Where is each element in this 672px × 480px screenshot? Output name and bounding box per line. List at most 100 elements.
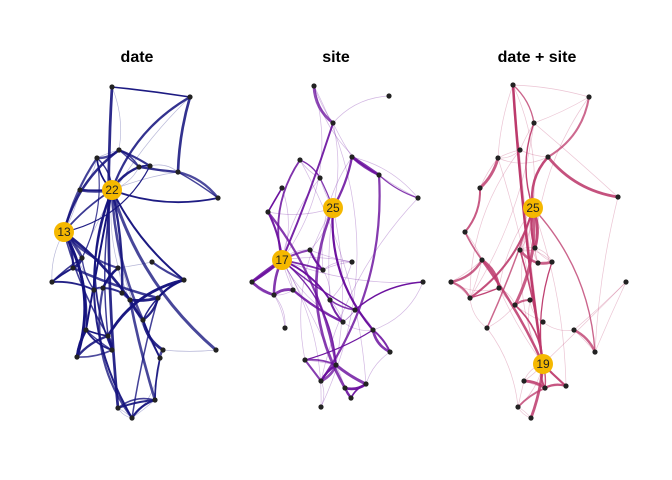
network-edge: [449, 258, 484, 284]
network-edge: [450, 259, 483, 283]
network-node: [115, 265, 121, 271]
network-node: [586, 94, 592, 100]
network-node: [545, 154, 551, 160]
network-node: [100, 285, 106, 291]
hubs-date-plus-site: 25 19: [523, 198, 553, 374]
network-edge: [281, 259, 424, 284]
network-edge: [62, 156, 99, 234]
network-node: [528, 415, 534, 421]
network-edge: [331, 206, 375, 332]
network-edge: [351, 156, 419, 199]
network-edge: [480, 258, 501, 290]
network-node: [370, 327, 376, 333]
network-edge: [313, 85, 380, 176]
network-node: [119, 290, 125, 296]
network-edge: [142, 319, 161, 359]
network-edge: [463, 186, 482, 234]
network-node: [540, 319, 546, 325]
hub-label-25: 25: [526, 201, 540, 215]
network-edge: [150, 260, 186, 282]
network-edge: [594, 281, 627, 353]
network-edge: [273, 294, 286, 329]
network-edge: [63, 165, 151, 233]
network-edge: [532, 207, 567, 387]
network-edge: [291, 288, 345, 324]
network-node: [157, 355, 163, 361]
network-node: [496, 285, 502, 291]
nodes-site: [249, 83, 426, 410]
network-node: [215, 195, 221, 201]
network-edge: [486, 327, 519, 408]
nodes-date: [49, 84, 221, 421]
network-edge: [111, 86, 191, 98]
network-node: [623, 279, 629, 285]
network-edge: [480, 258, 545, 366]
network-node: [477, 185, 483, 191]
network-edge: [350, 155, 381, 177]
network-edge: [176, 170, 220, 200]
network-edge: [266, 210, 338, 367]
network-node: [297, 157, 303, 163]
network-node: [349, 154, 355, 160]
hub-node-13: [54, 222, 74, 242]
network-edge: [111, 86, 122, 151]
network-edge: [543, 383, 568, 390]
network-node: [531, 120, 537, 126]
network-edge: [512, 84, 521, 151]
network-edge: [322, 269, 331, 301]
hub-label-17: 17: [275, 253, 289, 267]
network-edge: [546, 95, 591, 159]
network-node: [265, 209, 271, 215]
network-edge: [542, 321, 575, 331]
network-edge: [300, 207, 334, 361]
network-node: [109, 347, 115, 353]
network-edge: [469, 297, 488, 329]
network-node: [340, 319, 346, 325]
network-edge: [372, 281, 424, 331]
panel-title-date-plus-site: date + site: [498, 49, 577, 66]
network-node: [512, 302, 518, 308]
network-node: [484, 325, 490, 331]
network-edge: [71, 266, 160, 300]
network-edge: [450, 281, 500, 292]
network-edge: [101, 286, 124, 295]
network-node: [549, 259, 555, 265]
network-edge: [75, 334, 110, 359]
network-edge: [281, 122, 334, 261]
network-edge: [572, 328, 597, 354]
network-edge: [546, 155, 620, 199]
hub-label-25-site: 25: [326, 201, 340, 215]
network-edge: [514, 304, 544, 323]
network-node: [187, 94, 193, 100]
hub-label-13: 13: [57, 225, 71, 239]
hub-node-25-site: [323, 198, 343, 218]
network-node: [467, 295, 473, 301]
network-edge: [486, 304, 516, 329]
network-edge: [343, 382, 368, 391]
network-edge: [539, 261, 553, 365]
network-edge: [517, 387, 546, 408]
network-node: [571, 327, 577, 333]
network-edge: [478, 156, 500, 190]
network-node: [386, 93, 392, 99]
network-edge: [51, 267, 74, 283]
network-node: [317, 175, 323, 181]
panel-date: date 13 22: [49, 49, 221, 421]
network-edge: [479, 157, 499, 189]
network-node: [517, 147, 523, 153]
network-node: [320, 267, 326, 273]
network-edge: [512, 84, 535, 209]
network-edge: [519, 149, 549, 158]
network-edge: [106, 278, 186, 338]
hub-label-22: 22: [105, 183, 119, 197]
panel-title-site: site: [322, 49, 350, 66]
network-node: [448, 279, 454, 285]
network-node: [615, 194, 621, 200]
network-node: [74, 354, 80, 360]
network-node: [70, 265, 76, 271]
edges-date: [51, 85, 220, 420]
network-edge: [486, 207, 534, 329]
hub-label-19: 19: [536, 357, 550, 371]
network-edge: [573, 281, 627, 331]
